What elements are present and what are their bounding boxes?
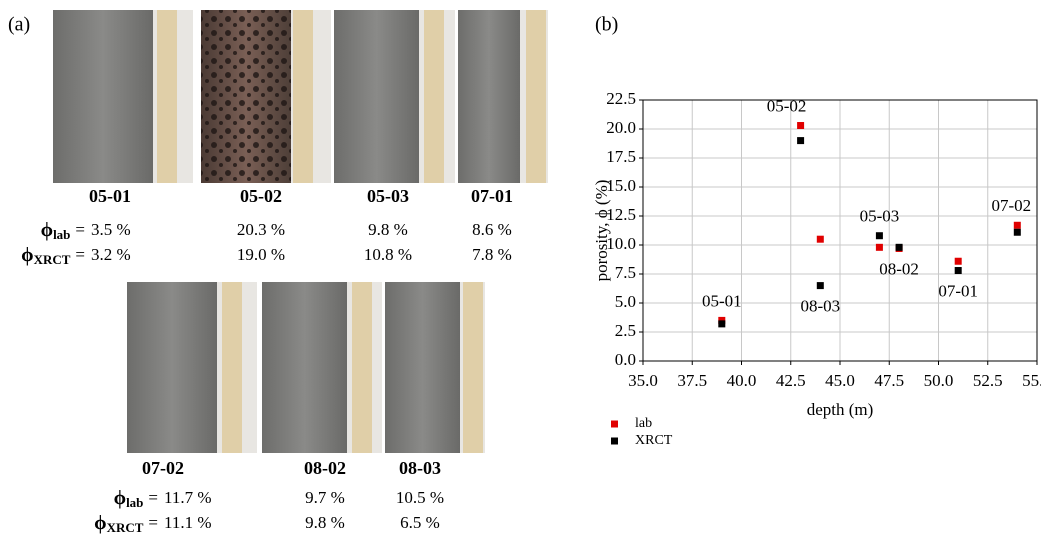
- legend-label: XRCT: [635, 433, 673, 448]
- y-tick-label: 0.0: [615, 350, 636, 369]
- phi-xrct-value: 6.5 %: [400, 513, 440, 532]
- y-tick-label: 7.5: [615, 263, 636, 282]
- equals: =: [75, 245, 85, 264]
- phi-lab-value: 10.5 %: [396, 488, 444, 507]
- phi-label: ϕlab =: [41, 219, 85, 242]
- sample-id: 07-01: [471, 186, 513, 206]
- point-label: 05-03: [860, 207, 900, 226]
- point: [817, 282, 824, 289]
- phi-symbol: ϕ: [94, 512, 106, 534]
- phi-subscript: lab: [53, 227, 70, 242]
- phi-lab-value: 11.7 %: [164, 488, 212, 507]
- sample-id: 05-03: [367, 186, 409, 206]
- equals: =: [148, 513, 158, 532]
- x-tick-label: 45.0: [825, 371, 855, 390]
- equals: =: [75, 220, 85, 239]
- panel-label: (b): [595, 14, 618, 36]
- sample-id: 08-03: [399, 458, 441, 478]
- phi-xrct-value: 3.2 %: [91, 245, 131, 264]
- phi-subscript: lab: [126, 495, 143, 510]
- point: [1014, 229, 1021, 236]
- figure: (a) 05-01 3.5 % 3.2 % 05-02 20.3 % 19.0 % 05-0…: [0, 0, 1041, 538]
- phi-subscript: XRCT: [107, 520, 144, 535]
- point-label: 05-02: [767, 96, 807, 115]
- x-tick-label: 37.5: [677, 371, 707, 390]
- phi-xrct-value: 10.8 %: [364, 245, 412, 264]
- point: [797, 137, 804, 144]
- phi-lab-value: 8.6 %: [472, 220, 512, 239]
- phi-label: ϕXRCT =: [21, 244, 85, 267]
- sample-id: 05-01: [89, 186, 131, 206]
- x-tick-label: 55.0: [1022, 371, 1041, 390]
- x-tick-label: 52.5: [973, 371, 1003, 390]
- phi-lab-value: 9.8 %: [368, 220, 408, 239]
- y-axis-label: porosity, ϕ (%): [592, 180, 611, 282]
- phi-xrct-value: 9.8 %: [305, 513, 345, 532]
- x-axis-label: depth (m): [807, 400, 874, 419]
- point-label: 07-02: [991, 196, 1031, 215]
- point: [1014, 222, 1021, 229]
- x-tick-label: 35.0: [628, 371, 658, 390]
- phi-xrct-value: 11.1 %: [164, 513, 212, 532]
- phi-lab-value: 3.5 %: [91, 220, 131, 239]
- panel-label: (a): [8, 14, 30, 36]
- sample-id: 08-02: [304, 458, 346, 478]
- legend-marker: [611, 438, 618, 445]
- point-label: 07-01: [938, 281, 978, 300]
- phi-symbol: ϕ: [21, 244, 33, 266]
- legend-marker: [611, 421, 618, 428]
- phi-subscript: XRCT: [34, 252, 71, 267]
- legend-label: lab: [635, 416, 652, 431]
- y-tick-label: 22.5: [606, 89, 636, 108]
- phi-symbol: ϕ: [114, 487, 126, 509]
- x-tick-label: 50.0: [924, 371, 954, 390]
- point: [797, 122, 804, 129]
- y-tick-label: 20.0: [606, 118, 636, 137]
- equals: =: [148, 488, 158, 507]
- phi-lab-value: 9.7 %: [305, 488, 345, 507]
- phi-label: ϕlab =: [114, 487, 158, 510]
- point: [876, 232, 883, 239]
- phi-symbol: ϕ: [41, 219, 53, 241]
- phi-label: ϕXRCT =: [94, 512, 158, 535]
- point: [955, 258, 962, 265]
- point-label: 08-03: [800, 297, 840, 316]
- point: [896, 244, 903, 251]
- sample-id: 07-02: [142, 458, 184, 478]
- x-tick-label: 42.5: [776, 371, 806, 390]
- y-tick-label: 5.0: [615, 292, 636, 311]
- point: [955, 267, 962, 274]
- sample-id: 05-02: [240, 186, 282, 206]
- y-tick-label: 2.5: [615, 321, 636, 340]
- x-tick-label: 47.5: [874, 371, 904, 390]
- point: [876, 244, 883, 251]
- phi-lab-value: 20.3 %: [237, 220, 285, 239]
- x-tick-label: 40.0: [727, 371, 757, 390]
- point-label: 08-02: [879, 259, 919, 278]
- phi-xrct-value: 7.8 %: [472, 245, 512, 264]
- point: [817, 236, 824, 243]
- y-tick-label: 17.5: [606, 147, 636, 166]
- point: [718, 320, 725, 327]
- phi-xrct-value: 19.0 %: [237, 245, 285, 264]
- point-label: 05-01: [702, 291, 742, 310]
